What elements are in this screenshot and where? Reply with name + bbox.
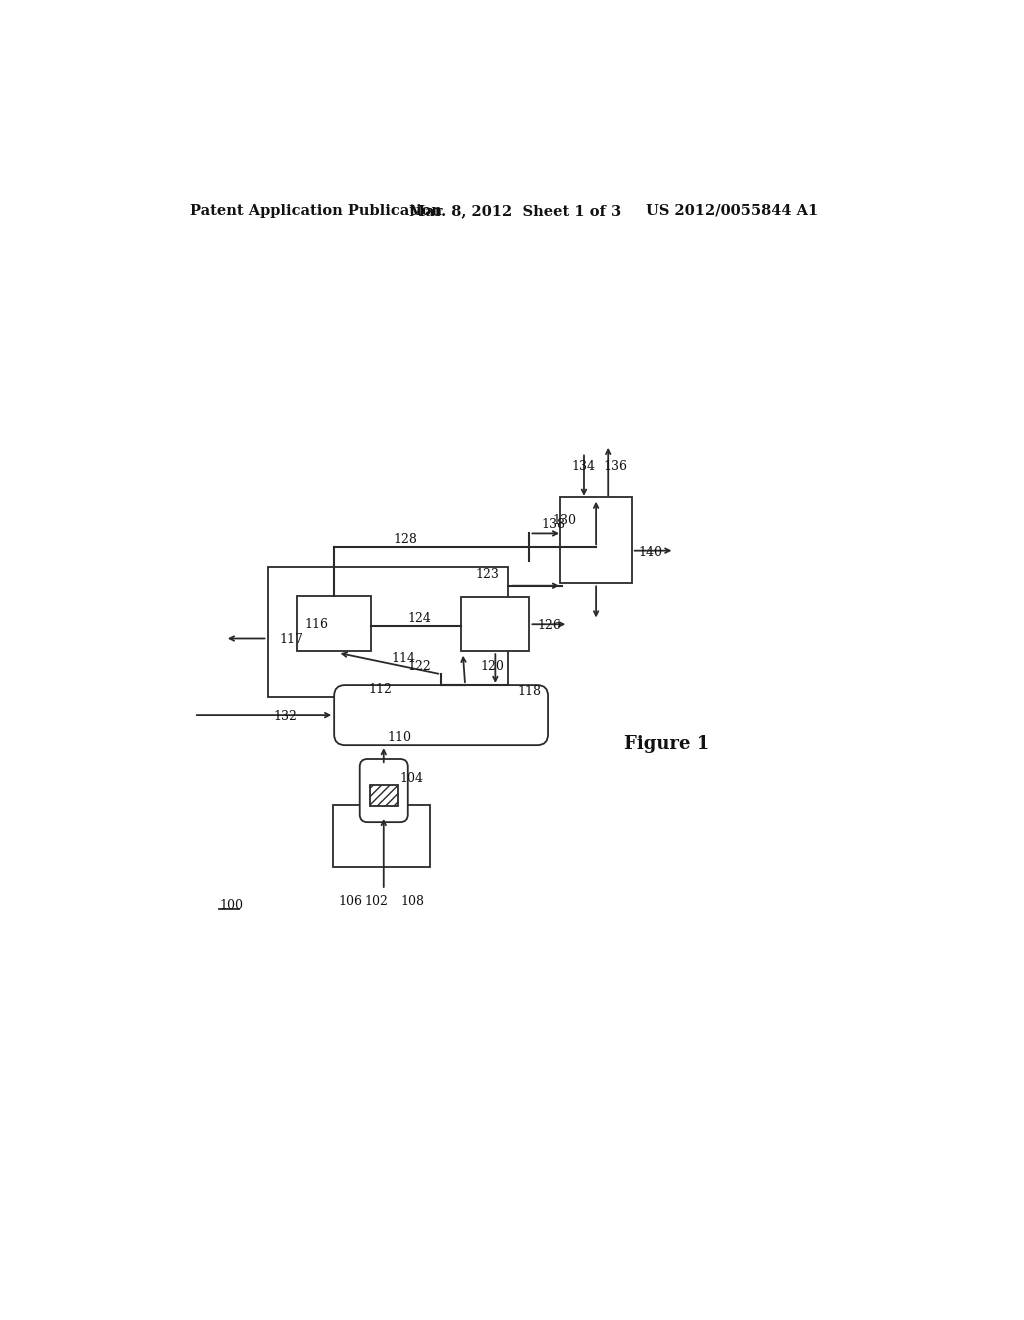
Text: 104: 104 — [399, 772, 423, 785]
Text: 106: 106 — [338, 895, 362, 908]
Text: 128: 128 — [393, 533, 417, 546]
Text: 126: 126 — [538, 619, 561, 632]
Text: 112: 112 — [369, 684, 392, 696]
Text: 130: 130 — [553, 513, 577, 527]
Text: 132: 132 — [273, 710, 298, 723]
Text: 114: 114 — [391, 652, 416, 665]
Text: 123: 123 — [475, 568, 499, 581]
Bar — [370, 785, 397, 807]
FancyBboxPatch shape — [359, 759, 408, 822]
Text: Patent Application Publication: Patent Application Publication — [190, 203, 442, 218]
Text: Figure 1: Figure 1 — [624, 735, 710, 752]
Bar — [267, 566, 508, 697]
Text: 134: 134 — [571, 459, 595, 473]
Bar — [461, 597, 529, 651]
Bar — [297, 595, 371, 651]
Text: US 2012/0055844 A1: US 2012/0055844 A1 — [646, 203, 818, 218]
Text: 120: 120 — [480, 660, 505, 673]
Bar — [560, 498, 632, 583]
Text: 136: 136 — [604, 459, 628, 473]
Text: 118: 118 — [517, 685, 541, 698]
Text: 124: 124 — [407, 612, 431, 626]
Text: 140: 140 — [638, 546, 662, 560]
Text: 138: 138 — [542, 517, 566, 531]
FancyBboxPatch shape — [334, 685, 548, 744]
Text: 102: 102 — [365, 895, 388, 908]
Text: 108: 108 — [400, 895, 424, 908]
Text: 122: 122 — [407, 660, 431, 673]
Text: 116: 116 — [305, 618, 329, 631]
Bar — [334, 805, 430, 867]
Text: Mar. 8, 2012  Sheet 1 of 3: Mar. 8, 2012 Sheet 1 of 3 — [410, 203, 622, 218]
Bar — [370, 785, 397, 807]
Text: 117: 117 — [280, 634, 303, 647]
Text: 110: 110 — [388, 731, 412, 744]
Text: 100: 100 — [219, 899, 244, 912]
